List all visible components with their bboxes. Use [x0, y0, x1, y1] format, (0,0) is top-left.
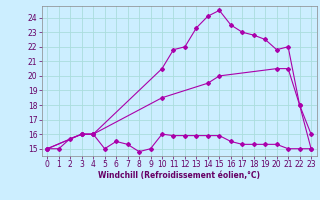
X-axis label: Windchill (Refroidissement éolien,°C): Windchill (Refroidissement éolien,°C) [98, 171, 260, 180]
